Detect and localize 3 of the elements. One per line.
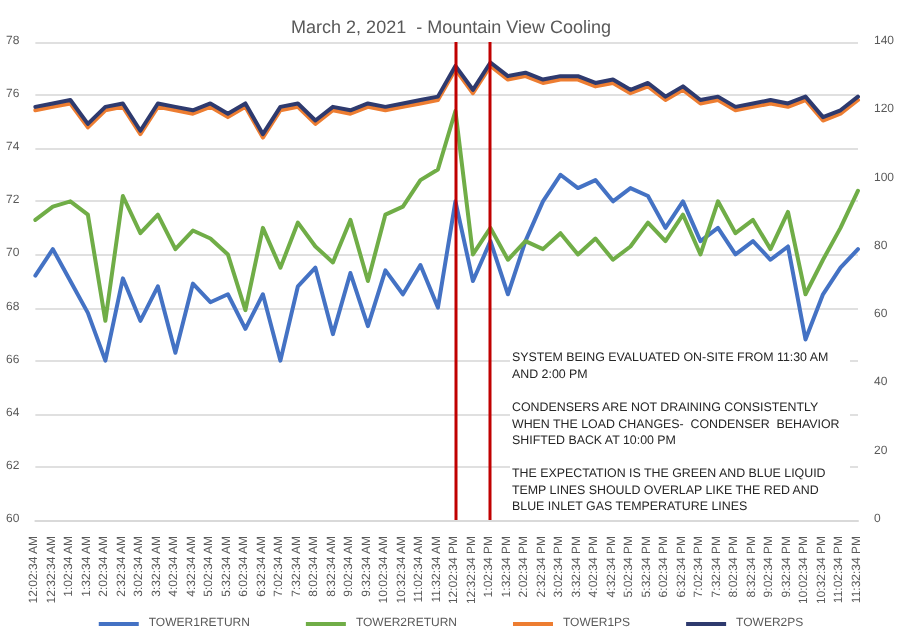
line-series [33,109,860,323]
line-series [33,172,860,363]
chart-title: March 2, 2021 - Mountain View Cooling [291,17,611,37]
